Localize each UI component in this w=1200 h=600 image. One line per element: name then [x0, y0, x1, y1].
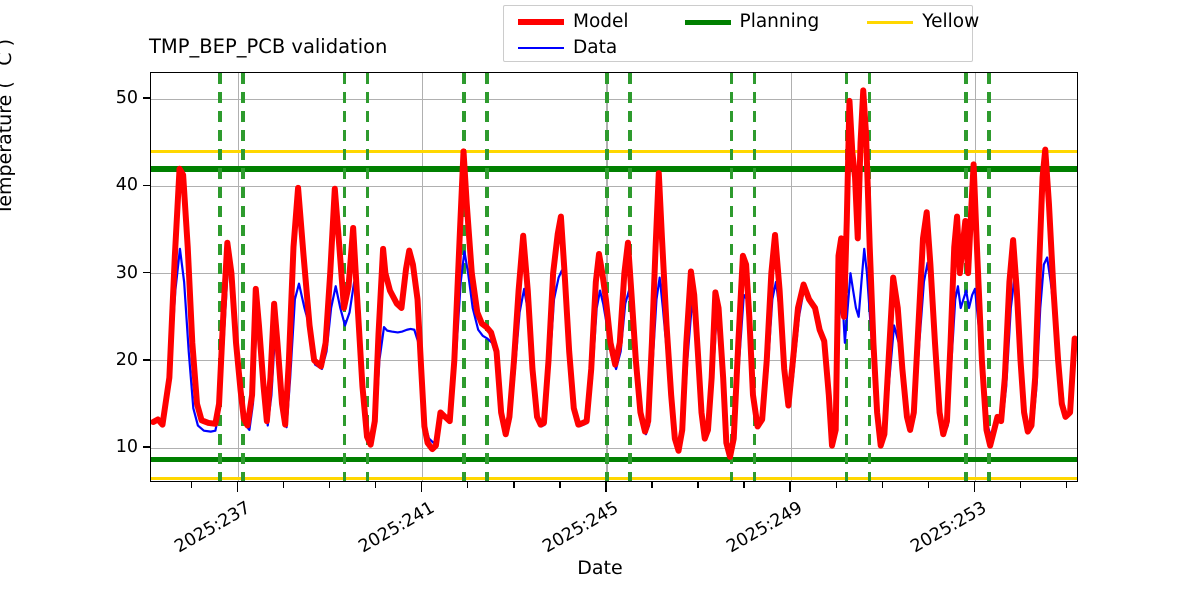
series-line-model [151, 87, 1077, 460]
chart-title: TMP_BEP_PCB validation [149, 35, 388, 58]
event-marker-13 [987, 73, 991, 481]
y-tick-label-50: 50 [115, 88, 138, 109]
gridline-y-10 [151, 447, 1077, 449]
y-tick-label-40: 40 [115, 175, 138, 196]
x-tick-mark-250 [835, 482, 837, 488]
x-tick-mark-254 [1019, 482, 1022, 488]
event-marker-8 [729, 73, 733, 481]
plot-area [150, 72, 1078, 482]
event-marker-1 [241, 73, 245, 481]
limit-line-1 [151, 456, 1077, 463]
legend-label-data: Data [573, 37, 618, 58]
event-marker-5 [485, 73, 489, 481]
y-tick-mark-30 [143, 271, 150, 274]
y-tick-mark-40 [143, 184, 150, 187]
legend-swatch-planning [684, 19, 731, 25]
y-tick-label-10: 10 [115, 437, 138, 458]
x-tick-label-2025:249: 2025:249 [723, 498, 807, 558]
legend-label-yellow: Yellow [922, 11, 980, 32]
limit-line-3 [151, 477, 1077, 481]
x-tick-mark-240 [374, 482, 377, 488]
y-axis-label: Temperature ( ˚C ) [0, 39, 16, 216]
gridline-x-249 [790, 73, 792, 481]
gridline-y-40 [151, 185, 1077, 187]
event-marker-3 [365, 73, 370, 481]
legend-swatch-data [518, 47, 564, 50]
x-tick-mark-247 [697, 482, 699, 488]
x-tick-mark-255 [1065, 482, 1068, 488]
limit-line-0 [151, 166, 1077, 172]
x-tick-mark-245 [605, 482, 607, 492]
event-marker-0 [218, 73, 222, 481]
y-tick-mark-10 [143, 446, 150, 448]
x-tick-mark-236 [190, 482, 193, 488]
x-tick-mark-244 [559, 482, 561, 488]
legend-label-model: Model [573, 11, 629, 32]
gridline-x-241 [422, 73, 424, 481]
x-axis-label: Date [577, 557, 623, 579]
gridline-x-237 [237, 73, 240, 481]
legend-swatch-model [518, 19, 564, 26]
plot-inner [151, 73, 1077, 481]
gridline-y-50 [151, 98, 1077, 100]
x-tick-mark-239 [328, 482, 331, 488]
x-tick-label-2025:237: 2025:237 [170, 498, 254, 558]
x-tick-mark-253 [973, 482, 976, 492]
legend-item-model: Model [518, 11, 629, 32]
event-marker-9 [752, 73, 756, 481]
x-tick-mark-243 [513, 482, 515, 488]
x-tick-label-2025:241: 2025:241 [355, 498, 438, 558]
x-tick-mark-252 [927, 482, 929, 488]
legend-swatch-yellow [867, 20, 914, 24]
x-tick-mark-251 [881, 482, 883, 488]
y-tick-mark-50 [143, 97, 150, 99]
legend-item-data: Data [518, 37, 618, 58]
legend-item-planning: Planning [684, 11, 820, 32]
y-tick-label-30: 30 [115, 262, 138, 283]
x-tick-mark-237 [236, 482, 239, 492]
x-tick-mark-249 [789, 482, 791, 492]
legend-item-yellow: Yellow [867, 11, 980, 32]
chart-legend: Model Planning Yellow Data [503, 5, 979, 62]
x-tick-mark-238 [282, 482, 285, 488]
limit-line-2 [151, 150, 1077, 153]
event-marker-4 [462, 73, 466, 481]
legend-label-planning: Planning [739, 11, 820, 32]
x-tick-mark-248 [743, 482, 745, 488]
series-lines [151, 87, 1077, 460]
x-tick-mark-242 [467, 482, 469, 488]
x-tick-label-2025:245: 2025:245 [539, 498, 622, 558]
x-tick-mark-241 [421, 482, 423, 492]
event-marker-6 [605, 73, 609, 481]
x-tick-mark-246 [651, 482, 653, 488]
x-tick-label-2025:253: 2025:253 [907, 498, 991, 558]
event-marker-12 [964, 73, 968, 481]
y-tick-mark-20 [143, 359, 150, 361]
y-tick-label-20: 20 [115, 349, 138, 370]
gridline-y-30 [151, 273, 1077, 275]
